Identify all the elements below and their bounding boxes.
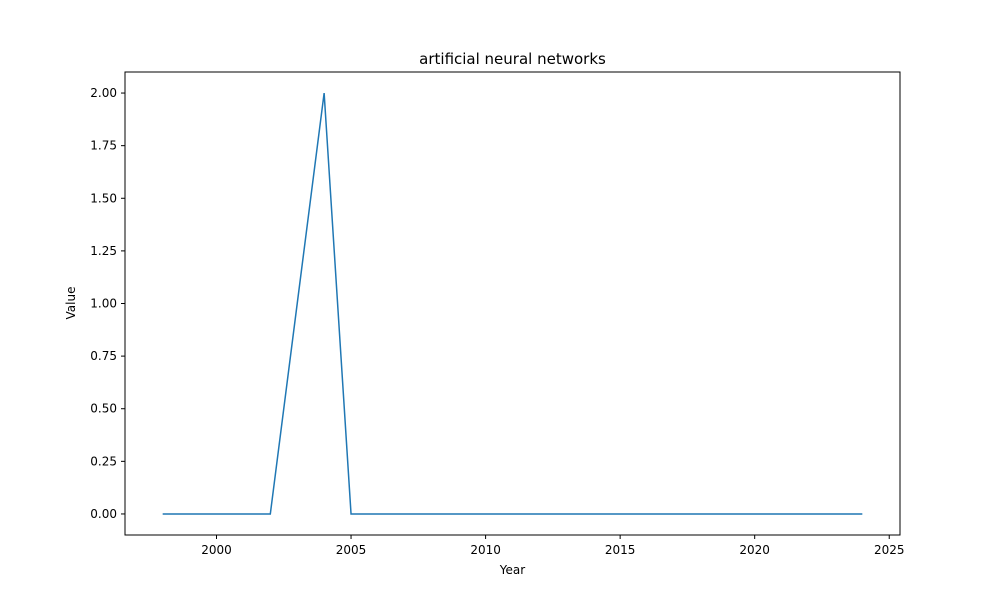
- y-axis: 0.00 0.25 0.50 0.75 1.00 1.25 1.50 1.75 2.00: [90, 86, 125, 521]
- y-tick-label: 1.75: [90, 139, 117, 153]
- x-tick-label: 2025: [874, 543, 905, 557]
- y-tick-label: 0.50: [90, 402, 117, 416]
- y-tick-label: 1.25: [90, 244, 117, 258]
- x-axis-label: Year: [499, 563, 525, 577]
- y-tick-label: 0.75: [90, 349, 117, 363]
- x-tick-label: 2010: [470, 543, 501, 557]
- y-tick-label: 0.00: [90, 507, 117, 521]
- y-tick-label: 0.25: [90, 454, 117, 468]
- x-tick-label: 2020: [739, 543, 770, 557]
- x-axis: 2000 2005 2010 2015 2020 2025: [201, 535, 905, 557]
- y-axis-label: Value: [64, 287, 78, 320]
- x-tick-label: 2005: [336, 543, 367, 557]
- y-tick-label: 1.00: [90, 297, 117, 311]
- y-tick-label: 2.00: [90, 86, 117, 100]
- plot-area: [162, 92, 863, 515]
- series-line: [162, 92, 863, 515]
- y-tick-label: 1.50: [90, 191, 117, 205]
- plot-frame: [124, 71, 901, 536]
- x-tick-label: 2000: [201, 543, 232, 557]
- x-tick-label: 2015: [605, 543, 636, 557]
- chart-title: artificial neural networks: [419, 50, 606, 68]
